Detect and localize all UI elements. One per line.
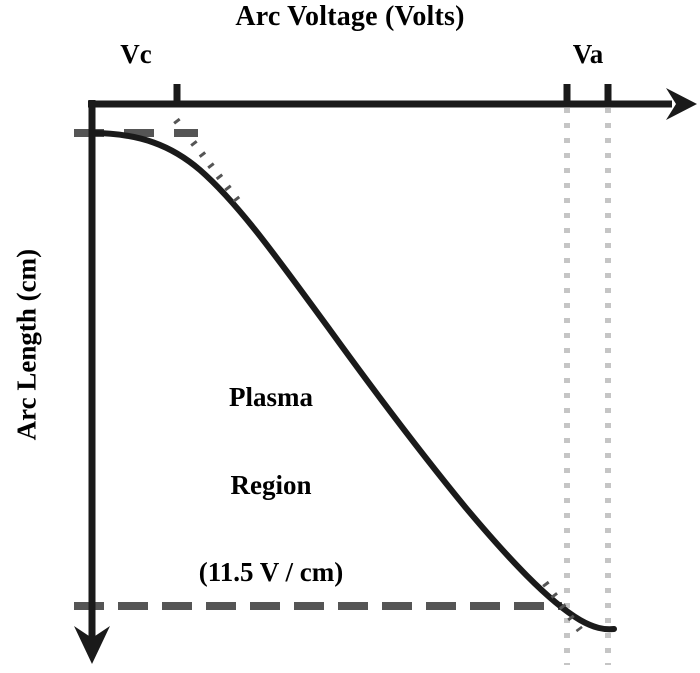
- y-axis-label: Arc Length (cm): [11, 248, 42, 441]
- plasma-region-line-1: Plasma: [229, 382, 313, 413]
- lower-tangent-dotted-line: [542, 580, 583, 633]
- chart-title: Arc Voltage (Volts): [235, 1, 465, 32]
- y-axis-arrowhead: [74, 626, 110, 664]
- va-dotted-reference-lines: [564, 108, 611, 665]
- x-tick-label-va: Va: [572, 39, 604, 69]
- plasma-region-annotation: Plasma Region (11.5 V / cm): [140, 325, 402, 646]
- x-axis-arrowhead: [666, 88, 697, 120]
- x-axis-group: [88, 84, 697, 120]
- upper-tangent-dotted-line: [173, 117, 241, 204]
- y-axis-label-container: Arc Length (cm): [0, 0, 48, 673]
- plasma-region-line-2: Region: [230, 469, 312, 500]
- plasma-region-gradient-value: (11.5 V / cm): [198, 557, 344, 588]
- y-axis-group: [74, 100, 110, 664]
- x-tick-label-vc: Vc: [120, 39, 152, 69]
- tangent-dotted-segments: [173, 117, 583, 633]
